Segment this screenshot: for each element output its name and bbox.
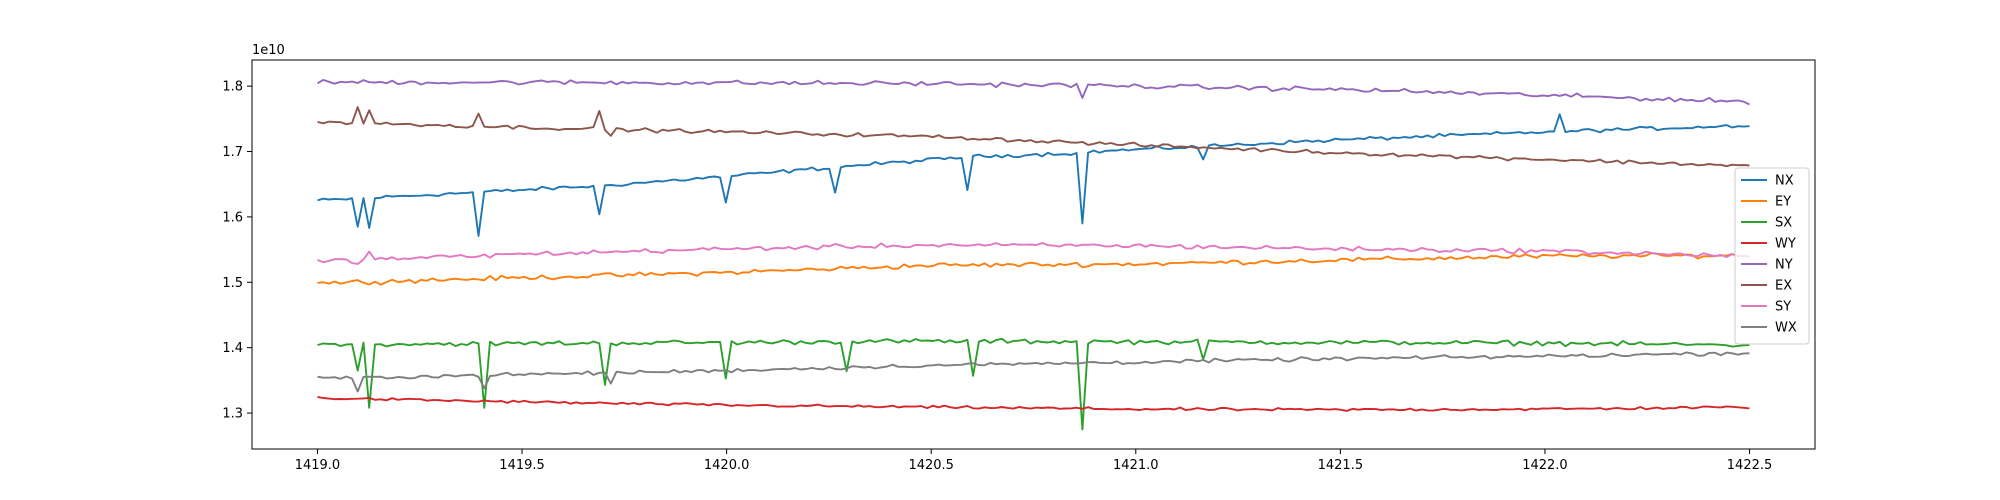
series-line-sx xyxy=(317,337,1750,431)
plot-lines xyxy=(317,78,1750,431)
legend-label-wy: WY xyxy=(1775,237,1796,252)
series-line-ny xyxy=(317,78,1750,106)
x-tick-label: 1419.0 xyxy=(295,458,341,473)
y-axis-offset-text: 1e10 xyxy=(252,43,285,58)
legend-label-nx: NX xyxy=(1775,174,1794,189)
x-tick-label: 1422.5 xyxy=(1727,458,1773,473)
legend-label-wx: WX xyxy=(1775,321,1797,336)
series-line-ex xyxy=(317,106,1750,168)
legend-label-sx: SX xyxy=(1775,216,1792,231)
series-line-ey xyxy=(317,252,1750,286)
plot-frame xyxy=(251,59,1816,450)
legend-label-ex: EX xyxy=(1775,279,1792,294)
y-tick-label: 1.8 xyxy=(222,80,243,95)
legend: NX EY SX WY NY EX SY WX xyxy=(1734,167,1810,345)
series-line-sy xyxy=(317,242,1750,265)
y-axis: 1.3 1.4 1.5 1.6 1.7 1.8 xyxy=(222,80,252,422)
x-tick-label: 1421.0 xyxy=(1113,458,1159,473)
x-axis: 1419.0 1419.5 1420.0 1420.5 1421.0 1421.5 1422… xyxy=(295,449,1773,473)
x-tick-label: 1421.5 xyxy=(1318,458,1364,473)
series-line-wx xyxy=(317,351,1750,393)
y-tick-label: 1.7 xyxy=(222,145,243,160)
legend-label-ey: EY xyxy=(1775,195,1791,210)
y-tick-label: 1.6 xyxy=(222,210,243,225)
x-tick-label: 1419.5 xyxy=(499,458,545,473)
x-tick-label: 1420.5 xyxy=(908,458,954,473)
y-tick-label: 1.4 xyxy=(222,341,243,356)
series-line-nx xyxy=(317,113,1750,237)
legend-box xyxy=(1734,167,1810,345)
series-line-wy xyxy=(317,395,1750,412)
x-tick-label: 1420.0 xyxy=(704,458,750,473)
y-tick-label: 1.5 xyxy=(222,276,243,291)
y-tick-label: 1.3 xyxy=(222,407,243,422)
legend-label-sy: SY xyxy=(1775,300,1791,315)
legend-label-ny: NY xyxy=(1775,258,1793,273)
x-tick-label: 1422.0 xyxy=(1522,458,1568,473)
